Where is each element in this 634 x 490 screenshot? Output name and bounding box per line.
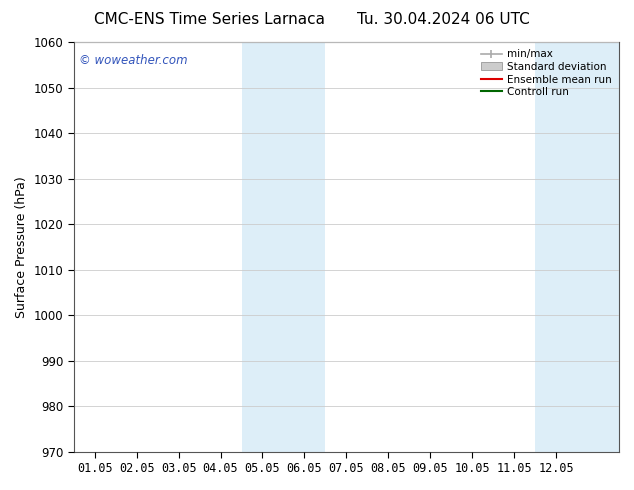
Legend: min/max, Standard deviation, Ensemble mean run, Controll run: min/max, Standard deviation, Ensemble me… <box>479 47 614 99</box>
Bar <box>242 42 325 452</box>
Text: CMC-ENS Time Series Larnaca: CMC-ENS Time Series Larnaca <box>94 12 325 27</box>
Text: © woweather.com: © woweather.com <box>79 54 188 67</box>
Text: Tu. 30.04.2024 06 UTC: Tu. 30.04.2024 06 UTC <box>358 12 530 27</box>
Bar <box>535 42 619 452</box>
Y-axis label: Surface Pressure (hPa): Surface Pressure (hPa) <box>15 176 28 318</box>
